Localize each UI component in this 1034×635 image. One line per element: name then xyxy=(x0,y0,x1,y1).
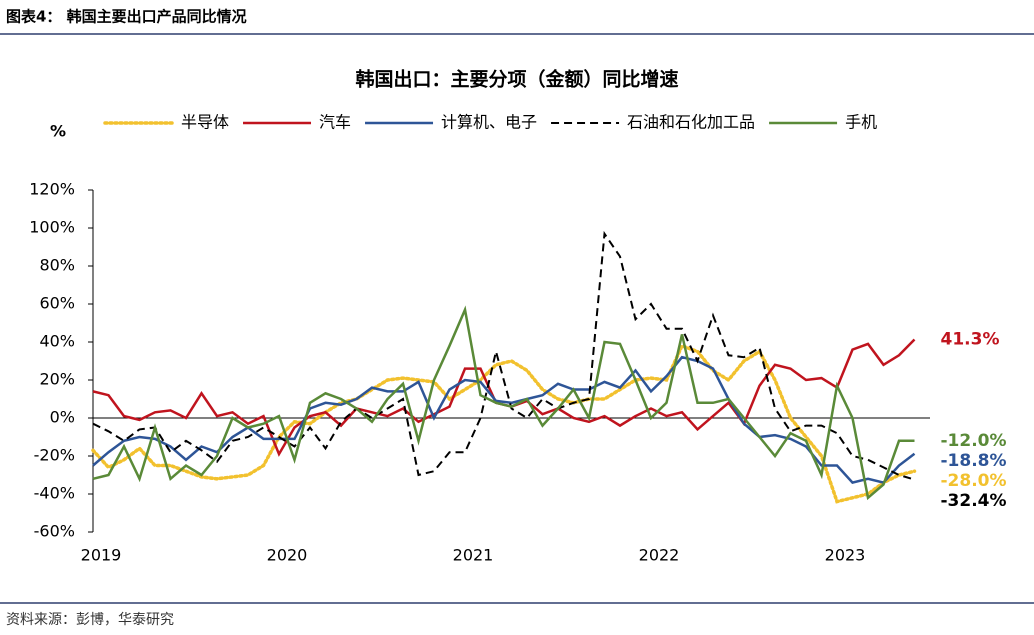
x-tick-label: 2021 xyxy=(453,546,494,565)
y-tick-label: 20% xyxy=(39,370,75,389)
line-3 xyxy=(92,230,915,481)
x-tick-label: 2022 xyxy=(639,546,680,565)
legend-label: 手机 xyxy=(845,113,877,132)
legend-label: 石油和石化加工品 xyxy=(627,113,755,132)
y-tick-label: -40% xyxy=(34,484,75,503)
y-tick-label: 0% xyxy=(50,408,75,427)
source: 资料来源：彭博，华泰研究 xyxy=(6,611,174,628)
end-label: 41.3% xyxy=(941,330,1000,350)
end-label: -18.8% xyxy=(941,451,1007,471)
y-tick-label: -20% xyxy=(34,446,75,465)
x-tick-label: 2019 xyxy=(81,546,122,565)
header: 图表4： 韩国主要出口产品同比情况 xyxy=(6,8,247,26)
end-label: -28.0% xyxy=(941,471,1007,491)
end-label: -32.4% xyxy=(941,491,1007,511)
y-tick-label: 80% xyxy=(39,256,75,275)
y-tick-label: -60% xyxy=(34,522,75,541)
y-tick-label: 40% xyxy=(39,332,75,351)
y-tick-label: 100% xyxy=(29,218,75,237)
y-label: % xyxy=(50,122,66,141)
line-4 xyxy=(92,305,915,501)
x-tick-label: 2020 xyxy=(267,546,308,565)
legend-label: 汽车 xyxy=(319,113,351,132)
y-tick-label: 120% xyxy=(29,180,75,199)
line-1 xyxy=(92,338,916,457)
line-2 xyxy=(92,355,916,484)
chart-title: 韩国出口：主要分项（金额）同比增速 xyxy=(355,68,678,91)
end-label: -12.0% xyxy=(941,431,1007,451)
legend-label: 半导体 xyxy=(181,113,229,132)
legend-label: 计算机、电子 xyxy=(441,113,537,132)
line-0 xyxy=(91,343,917,504)
y-tick-label: 60% xyxy=(39,294,75,313)
x-tick-label: 2023 xyxy=(825,546,866,565)
